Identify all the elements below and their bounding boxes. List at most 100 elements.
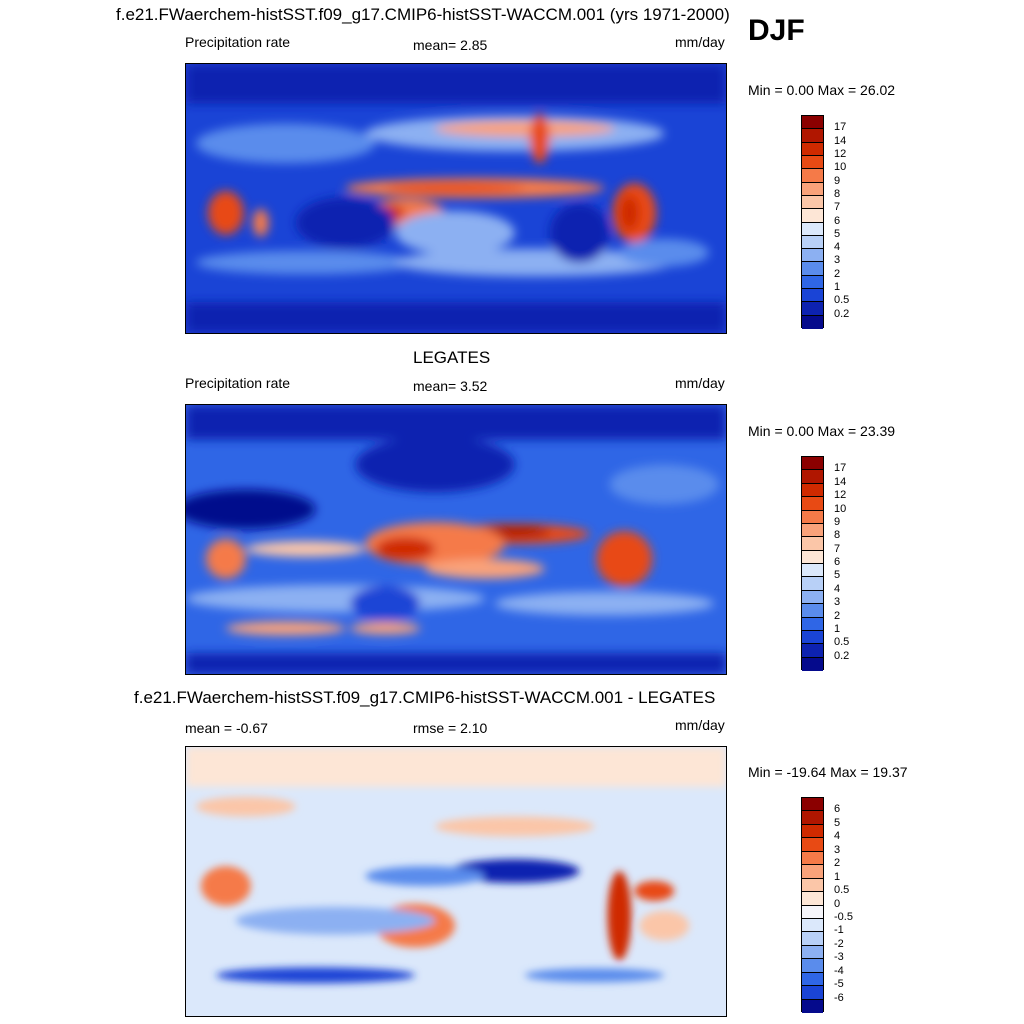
colorbar-segment: [802, 195, 823, 210]
colorbar-tick-label: 4: [834, 241, 841, 254]
colorbar-segment: [802, 249, 823, 263]
season-label: DJF: [748, 14, 805, 47]
colorbar-tick-label: 9: [834, 174, 841, 187]
colorbar-tick-label: 0: [834, 897, 841, 910]
colorbar-segment: [802, 918, 823, 933]
panel3-minmax: Min = -19.64 Max = 19.37: [748, 764, 908, 780]
colorbar-segment: [802, 483, 823, 498]
colorbar-segment: [802, 470, 823, 484]
colorbar-tick-label: -3: [834, 951, 844, 964]
panel1-map-svg: [186, 64, 726, 333]
colorbar-tick-label: 2: [834, 609, 841, 622]
colorbar-segment: [802, 865, 823, 879]
panel1-mean-label: mean= 2.85: [413, 37, 488, 53]
colorbar-tick-label: 0.5: [834, 884, 850, 897]
colorbar-segment: [802, 604, 823, 618]
colorbar-segment: [802, 315, 823, 329]
colorbar-segment: [802, 657, 823, 671]
colorbar-segment: [802, 116, 823, 130]
colorbar-tick-label: 9: [834, 515, 841, 528]
colorbar-segment: [802, 564, 823, 578]
colorbar-tick-label: 6: [834, 803, 841, 816]
colorbar-segment: [802, 838, 823, 852]
colorbar-segment: [802, 798, 823, 812]
colorbar-segment: [802, 289, 823, 303]
colorbar-tick-label: 3: [834, 254, 841, 267]
colorbar-segment: [802, 209, 823, 223]
colorbar-tick-label: 4: [834, 582, 841, 595]
colorbar-tick-label: -0.5: [834, 910, 853, 923]
colorbar-segment: [802, 523, 823, 538]
panel2-units-label: mm/day: [675, 375, 725, 391]
colorbar-tick-label: 10: [834, 502, 847, 515]
panel2-title: LEGATES: [413, 348, 491, 367]
panel2-map: [185, 404, 727, 675]
colorbar-segment: [802, 275, 823, 290]
panel2-variable-label: Precipitation rate: [185, 375, 291, 391]
panel3-mean-label: mean = -0.67: [185, 720, 268, 736]
colorbar-segment: [802, 510, 823, 524]
panel2-colorbar: [801, 456, 824, 671]
colorbar-tick-label: 4: [834, 830, 841, 843]
colorbar-segment: [802, 905, 823, 919]
colorbar-segment: [802, 986, 823, 1000]
colorbar-tick-label: 5: [834, 569, 841, 582]
colorbar-tick-label: 10: [834, 161, 847, 174]
panel3-title: f.e21.FWaerchem-histSST.f09_g17.CMIP6-hi…: [134, 688, 716, 707]
panel3-map: [185, 746, 727, 1017]
colorbar-segment: [802, 302, 823, 316]
colorbar-segment: [802, 169, 823, 183]
colorbar-tick-label: 3: [834, 843, 841, 856]
colorbar-segment: [802, 878, 823, 893]
colorbar-tick-label: 2: [834, 267, 841, 280]
panel1-minmax: Min = 0.00 Max = 26.02: [748, 82, 896, 98]
colorbar-segment: [802, 262, 823, 276]
colorbar-segment: [802, 577, 823, 591]
colorbar-tick-label: 7: [834, 201, 841, 214]
colorbar-tick-label: 1: [834, 281, 841, 294]
colorbar-segment: [802, 222, 823, 236]
colorbar-tick-label: 3: [834, 596, 841, 609]
colorbar-tick-label: 1: [834, 870, 841, 883]
colorbar-segment: [802, 999, 823, 1013]
panel3-map-svg: [186, 747, 726, 1016]
colorbar-segment: [802, 932, 823, 946]
panel1-units-label: mm/day: [675, 34, 725, 50]
colorbar-tick-label: 17: [834, 462, 847, 475]
colorbar-segment: [802, 972, 823, 987]
colorbar-tick-label: 5: [834, 816, 841, 829]
colorbar-segment: [802, 457, 823, 471]
colorbar-segment: [802, 892, 823, 906]
panel3-colorbar: [801, 797, 824, 1013]
colorbar-tick-label: -2: [834, 937, 844, 950]
colorbar-tick-label: 2: [834, 857, 841, 870]
colorbar-segment: [802, 644, 823, 658]
colorbar-segment: [802, 550, 823, 564]
colorbar-tick-label: 0.2: [834, 649, 850, 662]
colorbar-tick-label: 6: [834, 556, 841, 568]
colorbar-segment: [802, 945, 823, 960]
panel1-variable-label: Precipitation rate: [185, 34, 291, 50]
colorbar-tick-label: 12: [834, 489, 847, 502]
colorbar-tick-label: 14: [834, 475, 847, 488]
colorbar-tick-label: 5: [834, 227, 841, 240]
colorbar-segment: [802, 155, 823, 170]
colorbar-tick-label: 0.5: [834, 636, 850, 649]
colorbar-segment: [802, 235, 823, 250]
colorbar-segment: [802, 959, 823, 973]
panel2-minmax: Min = 0.00 Max = 23.39: [748, 423, 896, 439]
colorbar-tick-label: 0.2: [834, 307, 850, 320]
colorbar-segment: [802, 630, 823, 645]
colorbar-tick-label: 17: [834, 121, 847, 134]
colorbar-segment: [802, 142, 823, 156]
colorbar-segment: [802, 590, 823, 605]
colorbar-segment: [802, 824, 823, 839]
colorbar-segment: [802, 497, 823, 511]
colorbar-tick-label: -5: [834, 978, 844, 991]
panel3-units-label: mm/day: [675, 717, 725, 733]
colorbar-tick-label: 1: [834, 622, 841, 635]
colorbar-segment: [802, 182, 823, 196]
colorbar-tick-label: 7: [834, 542, 841, 555]
colorbar-tick-label: -1: [834, 924, 844, 937]
colorbar-segment: [802, 617, 823, 631]
